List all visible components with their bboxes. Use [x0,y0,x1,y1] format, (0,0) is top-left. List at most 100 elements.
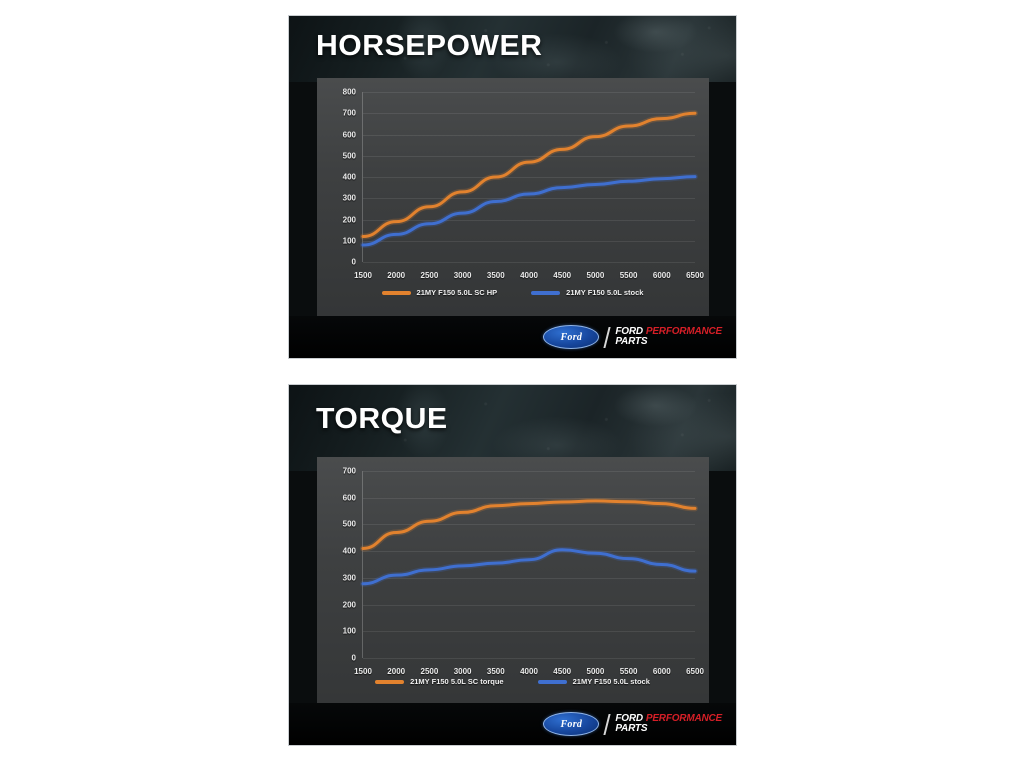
legend-label: 21MY F150 5.0L stock [566,288,644,297]
horsepower-legend: 21MY F150 5.0L SC HP 21MY F150 5.0L stoc… [289,288,736,297]
legend-item-stock: 21MY F150 5.0L stock [537,677,650,686]
card-texture-background [289,16,736,82]
gridline [363,134,695,136]
gridline [363,177,695,178]
torque-legend: 21MY F150 5.0L SC torque 21MY F150 5.0L … [289,677,736,686]
y-axis-tick-label: 400 [342,546,356,556]
y-axis-tick-label: 300 [342,573,356,583]
x-axis-tick-label: 4000 [520,667,538,676]
gridline [363,658,695,659]
card-texture-background [289,385,736,471]
y-axis-line [362,471,363,658]
series-line [361,548,697,586]
x-axis-tick-label: 2500 [420,271,439,280]
y-axis-tick-label: 0 [351,653,356,663]
ford-performance-parts-brand: Ford FORD PERFORMANCE PARTS [543,325,722,349]
legend-swatch-orange-icon [375,679,405,684]
x-axis-tick-label: 5500 [619,667,638,676]
horsepower-card-footer: Ford FORD PERFORMANCE PARTS [289,316,736,358]
legend-swatch-orange-icon [381,290,411,295]
horsepower-plot-area: 0 100 200 300 400 500 600 700 800 1500 2000 2500 300… [343,88,704,281]
chart-series-layer [360,497,698,587]
ford-oval-label: Ford [560,718,583,730]
x-axis-tick-label: 3000 [453,271,472,280]
x-axis-tick-label: 3500 [486,667,505,676]
y-axis-tick-label: 800 [342,87,356,97]
y-axis-tick-label: 200 [342,215,356,224]
ford-oval-logo-icon: Ford [543,712,600,736]
page-title: TORQUE [316,403,448,435]
brand-word-parts: PARTS [615,723,648,734]
gridline [363,604,695,606]
gridline [363,92,695,93]
brand-wordmark-line2: PARTS [615,336,722,347]
ford-oval-logo-icon: Ford [543,325,600,349]
x-axis-tick-label: 2500 [420,667,439,676]
gridline [363,497,695,499]
gridline [363,198,695,200]
x-axis-tick-label: 4000 [520,271,538,280]
torque-plot-panel: 0 100 200 300 400 500 600 700 1500 2000 2500 3000 35… [317,457,709,715]
x-axis-tick-label: 6500 [686,271,704,280]
legend-swatch-blue-icon [537,679,567,684]
torque-card-footer: Ford FORD PERFORMANCE PARTS [289,703,736,745]
x-axis-tick-label: 6000 [652,271,671,280]
legend-label: 21MY F150 5.0L stock [572,677,650,686]
legend-label: 21MY F150 5.0L SC torque [410,677,504,686]
y-axis-tick-label: 600 [342,493,356,503]
ford-oval-label: Ford [560,331,583,343]
y-axis-line [362,92,363,262]
y-axis-tick-label: 0 [351,257,356,267]
y-axis-tick-label: 500 [342,151,356,161]
brand-word-parts: PARTS [615,336,648,347]
gridline [363,155,695,157]
gridline [363,240,695,242]
x-axis-tick-label: 5000 [586,667,605,676]
gridline [363,471,695,472]
brand-word-performance: PERFORMANCE [645,325,722,337]
gridline [363,262,695,263]
gridline [363,631,695,633]
y-axis-tick-label: 200 [342,600,356,610]
x-axis-tick-label: 5500 [619,271,638,280]
y-axis-tick-label: 300 [342,193,356,203]
x-axis-tick-label: 6000 [652,667,671,676]
y-axis-tick-label: 600 [342,130,356,139]
brand-wordmark-line1: FORD PERFORMANCE [615,325,722,337]
gridline [363,577,695,579]
page-title: HORSEPOWER [316,30,543,62]
y-axis-tick-label: 400 [342,172,356,182]
gridline [363,219,695,221]
legend-item-sc-hp: 21MY F150 5.0L SC HP [381,288,498,297]
x-axis-tick-label: 1500 [354,667,372,676]
brand-wordmark: FORD PERFORMANCE PARTS [615,325,722,347]
chart-series-layer [360,110,698,248]
brand-wordmark-line1: FORD PERFORMANCE [615,712,722,724]
x-axis-tick-label: 6500 [686,667,704,676]
series-line-glow [360,546,698,587]
y-axis-tick-label: 100 [342,236,356,246]
brand-wordmark-line2: PARTS [615,723,722,734]
series-line [361,111,697,238]
horsepower-plot-panel: 0 100 200 300 400 500 600 700 800 1500 2000 2500 300… [317,78,709,316]
torque-plot-area: 0 100 200 300 400 500 600 700 1500 2000 2500 3000 35… [343,467,704,677]
brand-word-ford: FORD [615,712,643,724]
x-axis-tick-label: 2000 [387,667,406,676]
series-line [361,175,697,247]
y-axis-tick-label: 500 [342,519,356,529]
y-axis-tick-label: 100 [342,626,356,636]
brand-word-performance: PERFORMANCE [645,712,722,724]
torque-card: TORQUE 0 100 200 300 400 500 600 700 1500 2000 250… [288,384,737,746]
ford-performance-parts-brand: Ford FORD PERFORMANCE PARTS [543,712,722,736]
legend-label: 21MY F150 5.0L SC HP [416,288,498,297]
gridline [363,551,695,553]
x-axis-tick-label: 3500 [486,271,505,280]
x-axis-tick-label: 2000 [387,271,406,280]
gridline [363,113,695,115]
x-axis-tick-label: 4500 [553,667,572,676]
x-axis-tick-label: 1500 [354,271,372,280]
x-axis-tick-label: 5000 [586,271,605,280]
brand-wordmark: FORD PERFORMANCE PARTS [615,712,722,734]
series-line-glow [360,497,698,552]
legend-swatch-blue-icon [531,290,561,295]
